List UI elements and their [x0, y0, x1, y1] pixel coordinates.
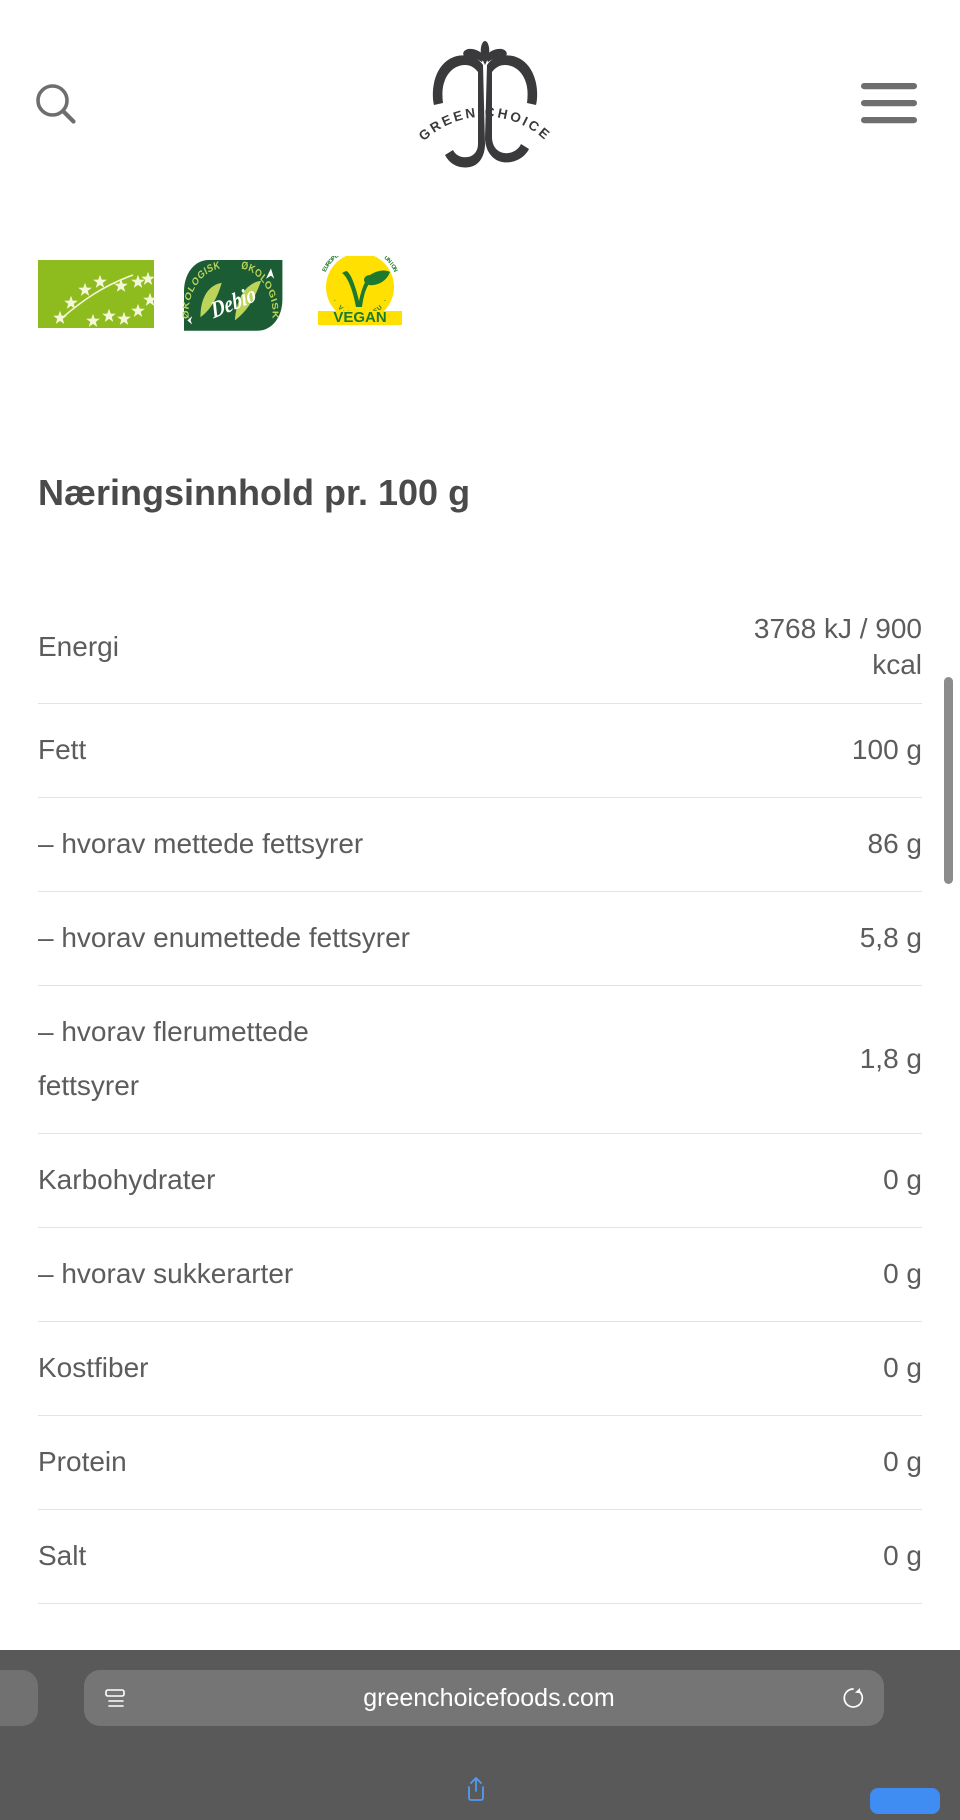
svg-text:VEGAN: VEGAN: [333, 309, 386, 326]
svg-text:N: N: [377, 256, 384, 258]
